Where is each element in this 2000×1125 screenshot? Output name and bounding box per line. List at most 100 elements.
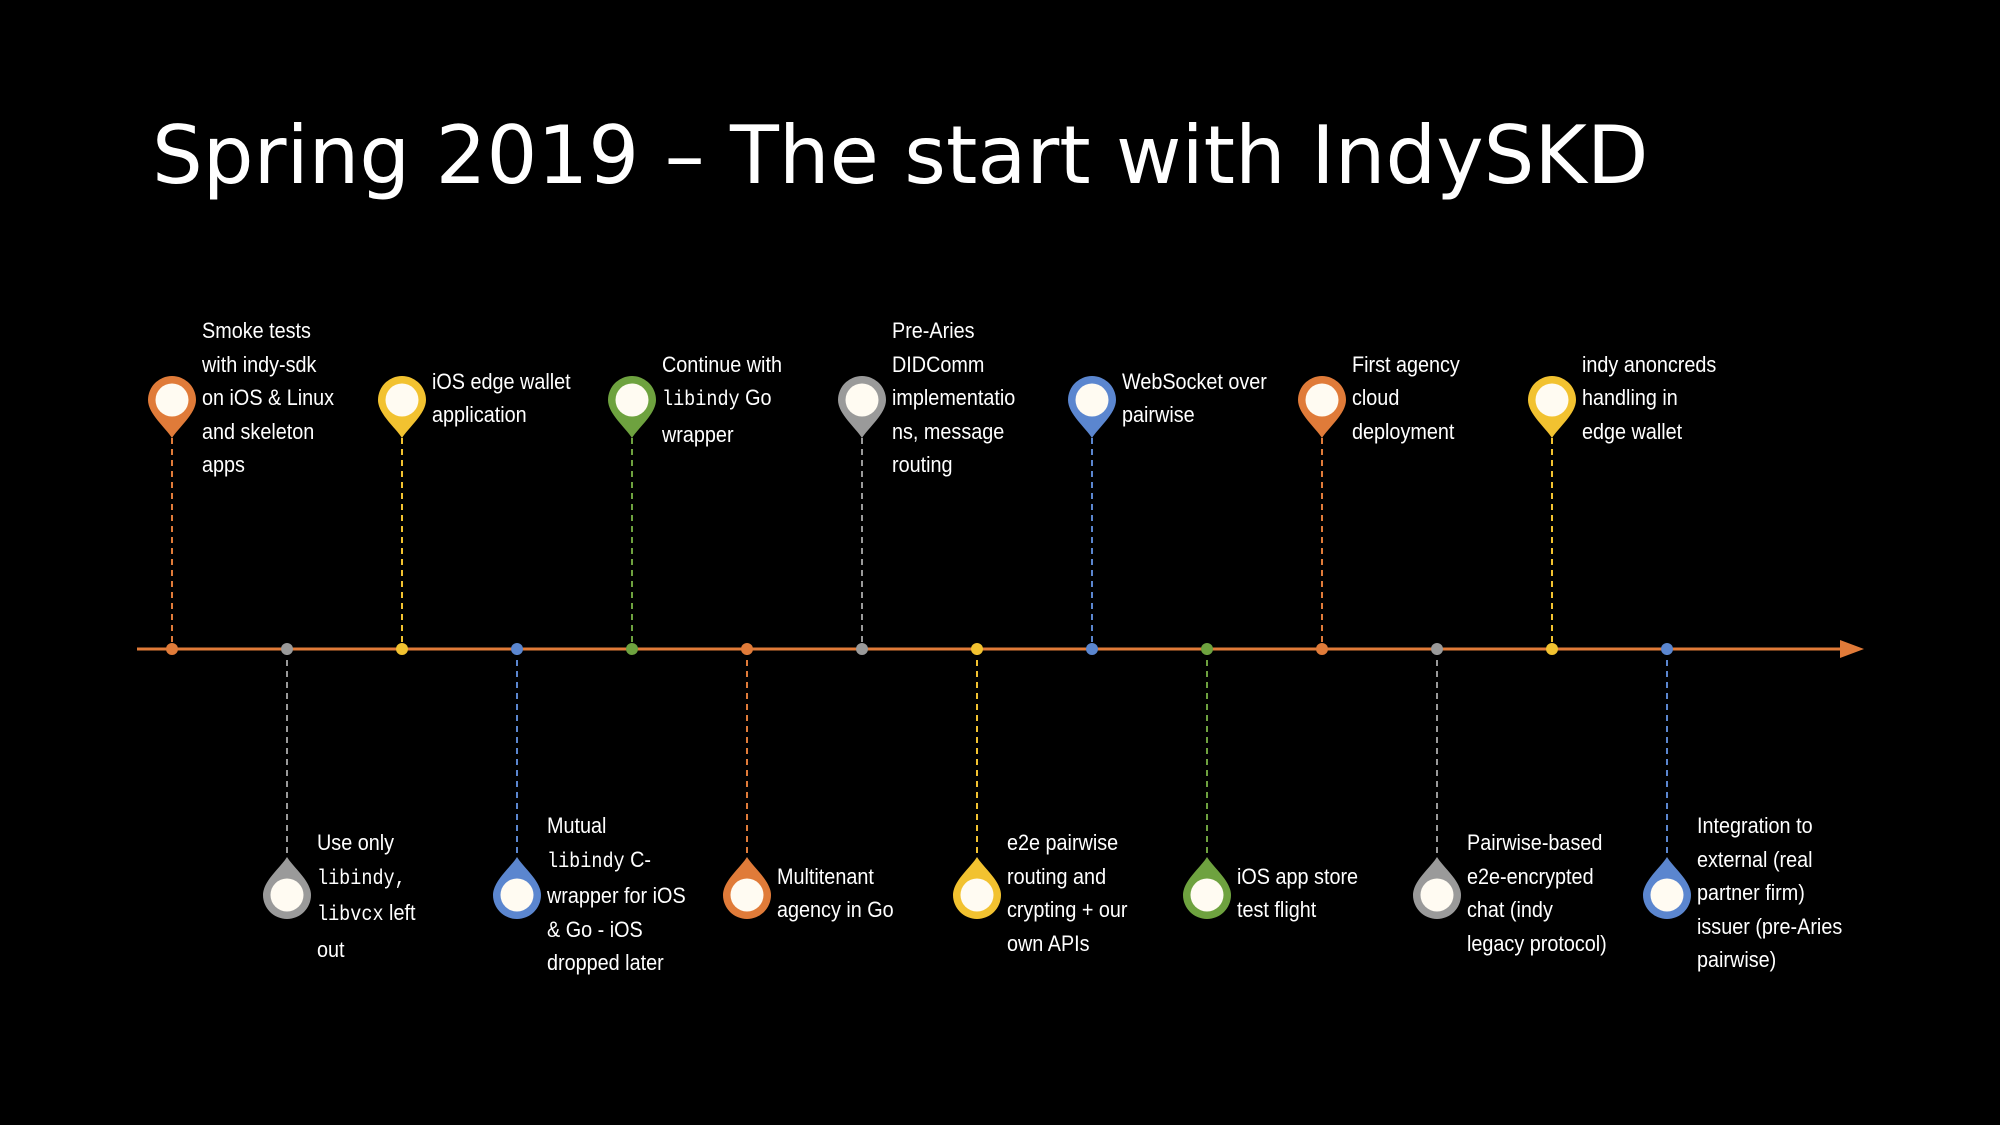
event-label-line: Continue with	[662, 348, 810, 382]
event-dot	[741, 643, 753, 655]
event-label: WebSocket over pairwise	[1122, 365, 1270, 432]
label-text: cloud	[1352, 385, 1400, 411]
label-text: Pairwise-based	[1467, 830, 1603, 855]
event-dot	[856, 643, 868, 655]
event-label: Multitenant agency in Go	[777, 860, 925, 927]
event-label-line: libindy Go	[662, 381, 810, 418]
event-label: Integration to external (real partner firm…	[1697, 809, 1845, 977]
event-dot	[396, 643, 408, 655]
label-text: implementatio	[892, 385, 1016, 411]
label-text: routing	[892, 452, 953, 478]
event-label-line: First agency	[1352, 348, 1500, 382]
event-label-line: Pairwise-based	[1467, 826, 1615, 860]
event-label-line: implementatio	[892, 381, 1040, 415]
event-label-line: routing	[892, 448, 1040, 482]
label-text: Go	[739, 385, 772, 411]
label-text: & Go - iOS	[547, 916, 643, 942]
code-text: libvcx	[317, 904, 384, 927]
pin-center	[1420, 878, 1454, 912]
event-label-line: edge wallet	[1582, 415, 1730, 449]
event-label-line: legacy protocol)	[1467, 927, 1615, 961]
code-text: libindy	[547, 850, 625, 874]
label-text: edge wallet	[1582, 418, 1683, 444]
event-label-line: chat (indy	[1467, 893, 1615, 927]
event-label-line: libindy C-	[547, 843, 695, 880]
slide-title: Spring 2019 – The start with IndySKD	[152, 109, 1649, 202]
label-text: Pre-Aries	[892, 318, 975, 344]
pin-center	[1075, 383, 1109, 417]
label-text: out	[317, 936, 345, 962]
event-label: Use only libindy, libvcx left out	[317, 826, 465, 966]
event-label-line: e2e pairwise	[1007, 826, 1155, 860]
code-text: libindy,	[317, 867, 406, 891]
label-text: First agency	[1352, 351, 1460, 377]
event-label: Continue with libindy Go wrapper	[662, 348, 810, 452]
event-label-line: pairwise	[1122, 398, 1270, 432]
event-label-line: libvcx left	[317, 896, 465, 933]
event-label-line: Integration to	[1697, 809, 1845, 843]
event-dot	[626, 643, 638, 655]
label-text: dropped later	[547, 950, 664, 976]
code-text: libindy	[662, 389, 740, 413]
event-label: First agency cloud deployment	[1352, 348, 1500, 449]
event-dot	[1086, 643, 1098, 655]
label-text: application	[432, 402, 527, 427]
event-label-line: iOS app store	[1237, 860, 1385, 894]
label-text: apps	[202, 452, 245, 478]
label-text: pairwise)	[1697, 947, 1777, 973]
pin-center	[155, 383, 189, 417]
event-label-line: wrapper	[662, 418, 810, 452]
label-text: agency in Go	[777, 897, 894, 922]
event-label-line: own APIs	[1007, 927, 1155, 961]
event-label-line: test flight	[1237, 893, 1385, 927]
event-dot	[166, 643, 178, 655]
event-label-line: agency in Go	[777, 893, 925, 927]
event-label-line: Smoke tests	[202, 314, 350, 348]
label-text: external (real	[1697, 846, 1813, 872]
event-label-line: Use only	[317, 826, 465, 860]
label-text: on iOS & Linux	[202, 385, 335, 411]
label-text: DIDComm	[892, 351, 985, 377]
event-label-line: out	[317, 933, 465, 967]
pin-center	[845, 383, 879, 417]
label-text: wrapper	[662, 421, 734, 447]
event-label-line: indy anoncreds	[1582, 348, 1730, 382]
event-label-line: DIDComm	[892, 348, 1040, 382]
event-label: iOS app store test flight	[1237, 860, 1385, 927]
pin-center	[500, 878, 534, 912]
label-text: Integration to	[1697, 813, 1813, 839]
label-text: Smoke tests	[202, 318, 311, 344]
event-label-line: Pre-Aries	[892, 314, 1040, 348]
label-text: pairwise	[1122, 402, 1195, 427]
event-label: e2e pairwise routing and crypting + our own…	[1007, 826, 1155, 960]
label-text: issuer (pre-Aries	[1697, 913, 1843, 939]
event-label-line: apps	[202, 448, 350, 482]
event-label-line: on iOS & Linux	[202, 381, 350, 415]
label-text: iOS app store	[1237, 863, 1359, 889]
event-label-line: pairwise)	[1697, 943, 1845, 977]
event-label-line: partner firm)	[1697, 876, 1845, 910]
event-label-line: crypting + our	[1007, 893, 1155, 927]
event-label-line: e2e-encrypted	[1467, 860, 1615, 894]
event-dot	[281, 643, 293, 655]
label-text: and skeleton	[202, 418, 315, 444]
event-label-line: dropped later	[547, 946, 695, 980]
label-text: Use only	[317, 830, 395, 855]
label-text: own APIs	[1007, 930, 1090, 956]
event-dot	[1316, 643, 1328, 655]
event-label: Pre-Aries DIDComm implementatio ns, message…	[892, 314, 1040, 482]
label-text: deployment	[1352, 418, 1455, 444]
label-text: crypting + our	[1007, 897, 1128, 922]
label-text: left	[383, 900, 416, 925]
label-text: Multitenant	[777, 863, 874, 889]
pin-center	[385, 383, 419, 417]
event-label-line: & Go - iOS	[547, 913, 695, 947]
event-label-line: external (real	[1697, 843, 1845, 877]
pin-center	[270, 878, 304, 912]
pin-center	[615, 383, 649, 417]
event-label-line: WebSocket over	[1122, 365, 1270, 399]
label-text: ns, message	[892, 418, 1005, 444]
event-label-line: application	[432, 398, 580, 432]
label-text: partner firm)	[1697, 880, 1805, 906]
label-text: routing and	[1007, 863, 1107, 889]
